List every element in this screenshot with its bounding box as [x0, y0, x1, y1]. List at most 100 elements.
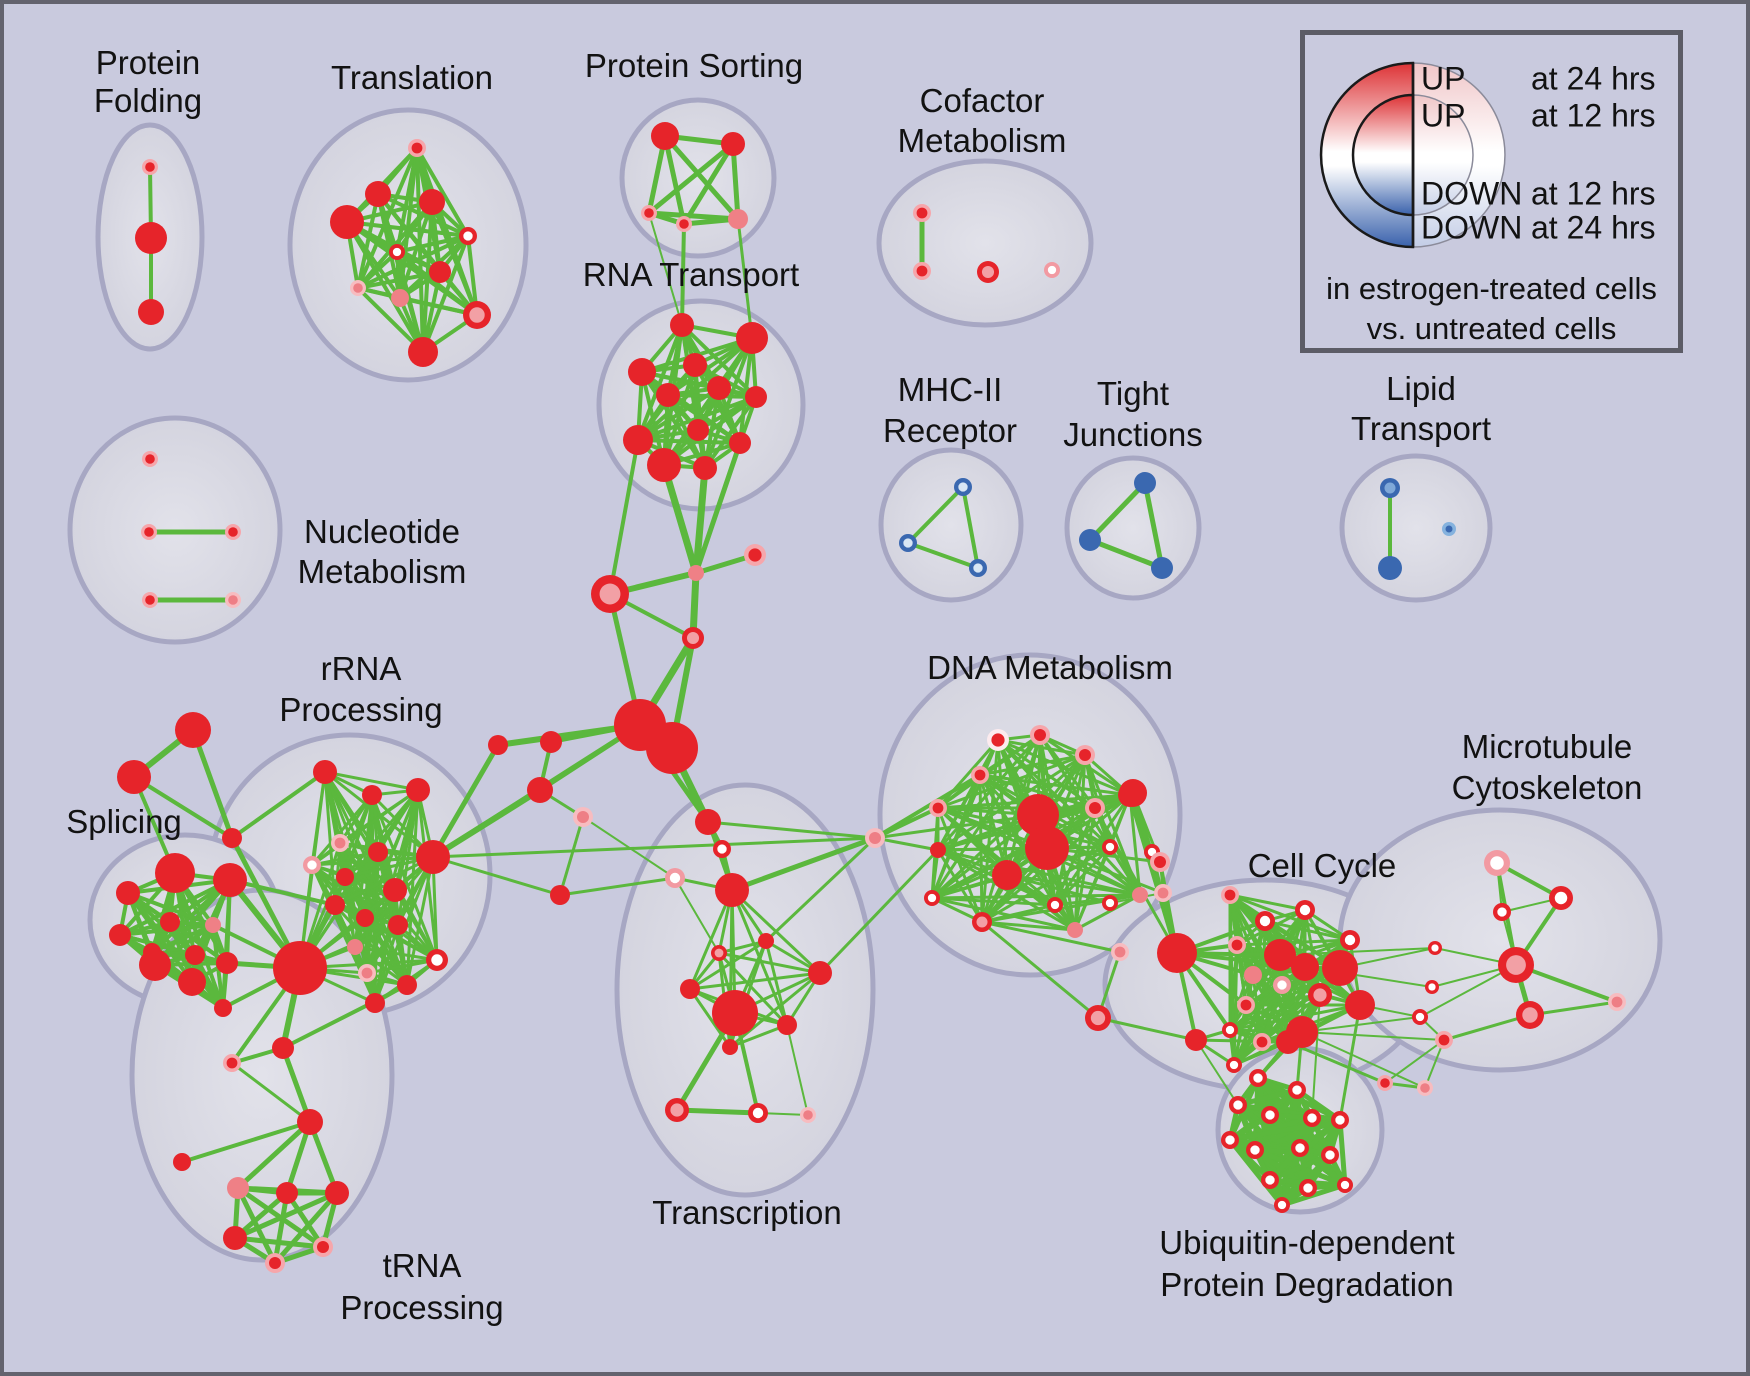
node	[1276, 1030, 1300, 1054]
node-core	[228, 595, 238, 605]
edge	[363, 916, 377, 1005]
edge	[1194, 1038, 1290, 1044]
node-core	[869, 832, 881, 844]
edge	[660, 461, 700, 577]
edge	[936, 738, 1000, 810]
node-core	[916, 265, 928, 277]
node-core	[411, 142, 423, 154]
node	[1151, 557, 1173, 579]
node	[1291, 953, 1319, 981]
node-core	[353, 283, 363, 293]
node-core	[1256, 1036, 1268, 1048]
node	[356, 909, 374, 927]
node	[416, 840, 450, 874]
node	[175, 712, 211, 748]
node	[745, 386, 767, 408]
edge	[356, 250, 399, 290]
edge	[636, 395, 758, 442]
node	[1067, 922, 1083, 938]
node-core	[1089, 802, 1101, 814]
node	[1132, 887, 1148, 903]
edge	[1338, 1003, 1362, 1122]
edge	[1286, 1040, 1387, 1085]
edge	[430, 200, 479, 317]
legend-down-24-label: DOWN	[1421, 209, 1523, 246]
node-core	[679, 219, 689, 229]
edge	[1279, 1145, 1303, 1208]
node-core	[361, 967, 373, 979]
edge	[930, 813, 1040, 900]
node-core	[145, 162, 155, 172]
node	[205, 917, 221, 933]
edge	[730, 141, 741, 222]
node-core	[469, 307, 485, 323]
edge	[431, 836, 877, 859]
node-core	[1250, 1145, 1260, 1155]
legend-down-12-time: at 12 hrs	[1531, 175, 1656, 212]
edge	[674, 877, 720, 954]
node-core	[228, 527, 238, 537]
edge	[1093, 806, 1179, 955]
node	[185, 945, 205, 965]
edge	[930, 896, 1077, 932]
edge	[356, 286, 425, 354]
legend-updown-glyph	[1319, 61, 1506, 249]
node	[808, 961, 832, 985]
edge	[1005, 873, 1112, 905]
node	[1157, 933, 1197, 973]
node	[527, 777, 553, 803]
edge	[936, 848, 984, 924]
node	[222, 828, 242, 848]
node-core	[1079, 749, 1091, 761]
node-core	[1292, 1085, 1302, 1095]
edge	[1267, 1152, 1333, 1183]
node	[712, 990, 758, 1036]
edge	[980, 920, 1077, 932]
edge	[1096, 1016, 1198, 1042]
node	[365, 181, 391, 207]
node	[397, 975, 417, 995]
edge	[680, 222, 686, 327]
node	[138, 299, 164, 325]
node-core	[1047, 265, 1057, 275]
edge	[936, 848, 1142, 897]
edge	[1244, 993, 1322, 1007]
node	[1025, 826, 1069, 870]
edge	[558, 815, 585, 897]
edge	[662, 133, 741, 222]
node-core	[1431, 944, 1439, 952]
node	[227, 1177, 249, 1199]
legend-up-12-label: UP	[1421, 97, 1466, 134]
edge	[636, 323, 684, 442]
node-core	[1554, 891, 1568, 905]
node-core	[1105, 898, 1115, 908]
legend-up-12-time: at 12 hrs	[1531, 97, 1656, 134]
node-core	[991, 733, 1005, 747]
edge	[228, 878, 337, 907]
node-core	[1277, 1200, 1287, 1210]
edge	[430, 787, 543, 860]
node-core	[1438, 1034, 1450, 1046]
node-core	[1224, 889, 1236, 901]
node-core	[1497, 907, 1507, 917]
node-core	[1340, 1180, 1350, 1190]
edge	[353, 945, 439, 962]
edge	[818, 848, 940, 975]
node	[651, 122, 679, 150]
node	[1079, 529, 1101, 551]
node	[368, 842, 388, 862]
node-core	[1428, 983, 1436, 991]
node	[646, 722, 698, 774]
node-core	[958, 482, 968, 492]
node-core	[973, 563, 983, 573]
edge	[1442, 1013, 1532, 1042]
node-core	[932, 802, 944, 814]
edge	[906, 485, 965, 545]
edge	[310, 793, 374, 867]
edge	[1227, 1137, 1285, 1208]
node-core	[916, 207, 928, 219]
node	[429, 261, 451, 283]
edge	[906, 541, 980, 570]
node	[383, 878, 407, 902]
